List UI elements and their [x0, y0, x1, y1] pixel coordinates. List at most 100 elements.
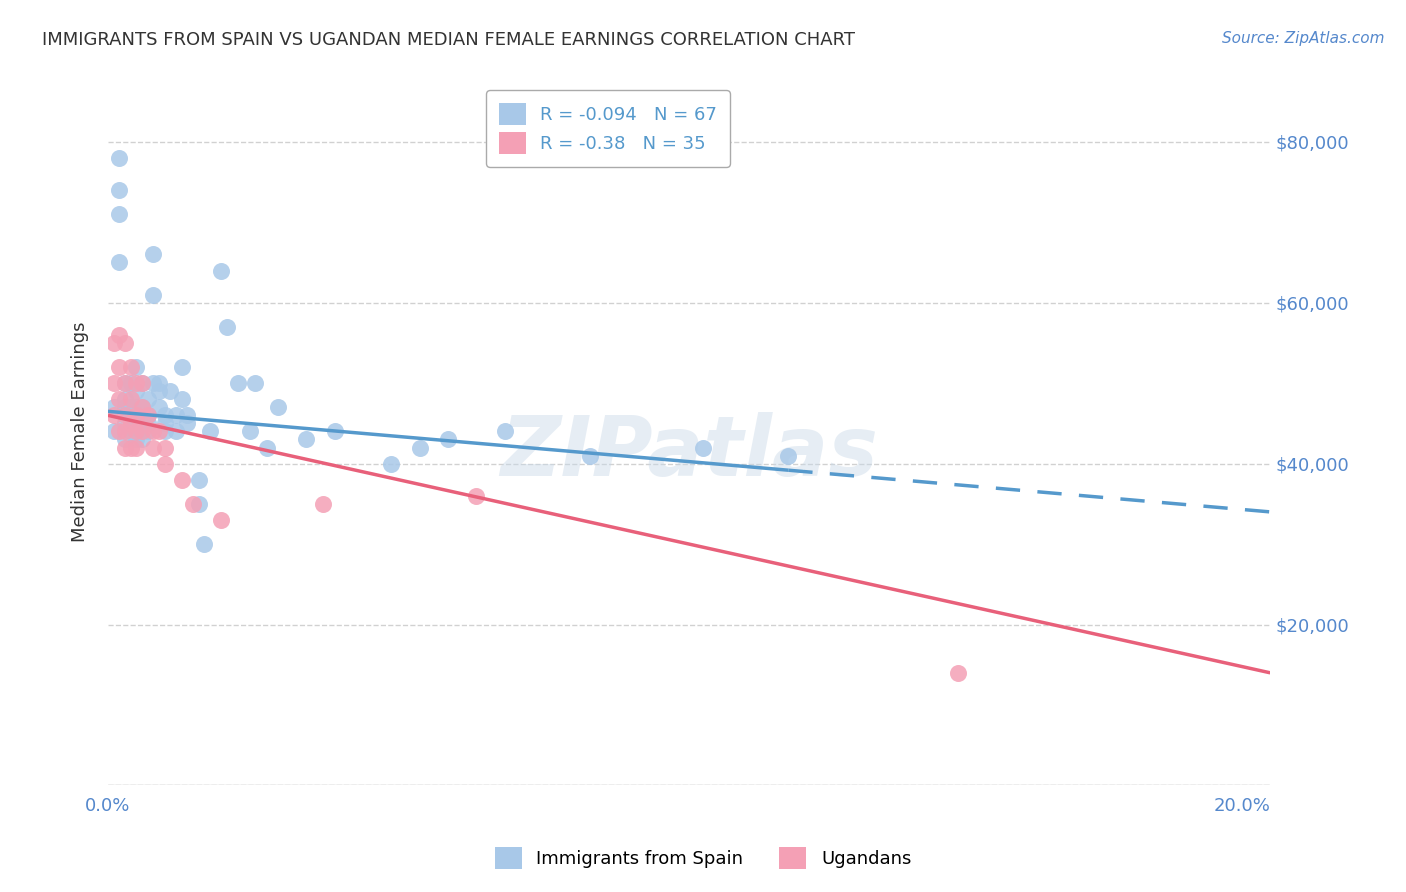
Point: [120, 417, 142, 431]
Point: [108, 425, 131, 439]
Point: [142, 425, 165, 439]
Point: [380, 457, 402, 471]
Point: [131, 425, 153, 439]
Point: [120, 360, 142, 375]
Point: [114, 401, 136, 415]
Point: [131, 417, 153, 431]
Point: [215, 319, 238, 334]
Point: [120, 401, 142, 415]
Point: [176, 409, 198, 423]
Point: [409, 441, 432, 455]
Point: [125, 360, 148, 375]
Point: [176, 417, 198, 431]
Point: [209, 513, 232, 527]
Text: IMMIGRANTS FROM SPAIN VS UGANDAN MEDIAN FEMALE EARNINGS CORRELATION CHART: IMMIGRANTS FROM SPAIN VS UGANDAN MEDIAN …: [42, 31, 855, 49]
Point: [153, 417, 176, 431]
Point: [312, 497, 335, 511]
Point: [131, 376, 153, 391]
Point: [228, 376, 250, 391]
Point: [187, 473, 209, 487]
Point: [948, 665, 970, 680]
Point: [142, 376, 165, 391]
Point: [170, 392, 193, 407]
Point: [125, 409, 148, 423]
Point: [142, 441, 165, 455]
Point: [114, 392, 136, 407]
Point: [120, 441, 142, 455]
Point: [239, 425, 262, 439]
Point: [103, 401, 125, 415]
Point: [323, 425, 346, 439]
Point: [131, 433, 153, 447]
Point: [108, 255, 131, 269]
Point: [148, 376, 170, 391]
Point: [153, 457, 176, 471]
Point: [153, 425, 176, 439]
Point: [187, 497, 209, 511]
Point: [125, 376, 148, 391]
Point: [120, 417, 142, 431]
Point: [114, 441, 136, 455]
Point: [131, 401, 153, 415]
Point: [193, 537, 215, 551]
Point: [131, 376, 153, 391]
Point: [136, 409, 159, 423]
Point: [153, 409, 176, 423]
Legend: R = -0.094   N = 67, R = -0.38   N = 35: R = -0.094 N = 67, R = -0.38 N = 35: [486, 90, 730, 167]
Point: [579, 449, 602, 463]
Y-axis label: Median Female Earnings: Median Female Earnings: [72, 321, 89, 541]
Point: [437, 433, 460, 447]
Point: [136, 417, 159, 431]
Point: [256, 441, 278, 455]
Point: [103, 409, 125, 423]
Point: [114, 376, 136, 391]
Point: [170, 473, 193, 487]
Point: [165, 409, 187, 423]
Point: [692, 441, 714, 455]
Point: [125, 441, 148, 455]
Point: [148, 401, 170, 415]
Point: [120, 425, 142, 439]
Point: [181, 497, 204, 511]
Point: [778, 449, 800, 463]
Point: [125, 409, 148, 423]
Point: [120, 409, 142, 423]
Point: [114, 425, 136, 439]
Text: ZIPatlas: ZIPatlas: [501, 412, 877, 493]
Point: [125, 384, 148, 399]
Point: [267, 401, 290, 415]
Point: [494, 425, 516, 439]
Text: Source: ZipAtlas.com: Source: ZipAtlas.com: [1222, 31, 1385, 46]
Point: [108, 327, 131, 342]
Point: [108, 183, 131, 197]
Point: [125, 433, 148, 447]
Point: [114, 376, 136, 391]
Point: [114, 433, 136, 447]
Point: [142, 287, 165, 301]
Point: [170, 360, 193, 375]
Point: [148, 425, 170, 439]
Point: [209, 263, 232, 277]
Point: [136, 425, 159, 439]
Point: [125, 425, 148, 439]
Point: [165, 425, 187, 439]
Point: [114, 417, 136, 431]
Point: [159, 384, 181, 399]
Point: [142, 247, 165, 261]
Point: [114, 409, 136, 423]
Point: [125, 401, 148, 415]
Point: [108, 151, 131, 165]
Point: [108, 207, 131, 221]
Point: [131, 401, 153, 415]
Point: [136, 409, 159, 423]
Legend: Immigrants from Spain, Ugandans: Immigrants from Spain, Ugandans: [485, 838, 921, 879]
Point: [245, 376, 267, 391]
Point: [103, 376, 125, 391]
Point: [103, 335, 125, 350]
Point: [295, 433, 318, 447]
Point: [108, 360, 131, 375]
Point: [114, 335, 136, 350]
Point: [120, 392, 142, 407]
Point: [198, 425, 221, 439]
Point: [120, 376, 142, 391]
